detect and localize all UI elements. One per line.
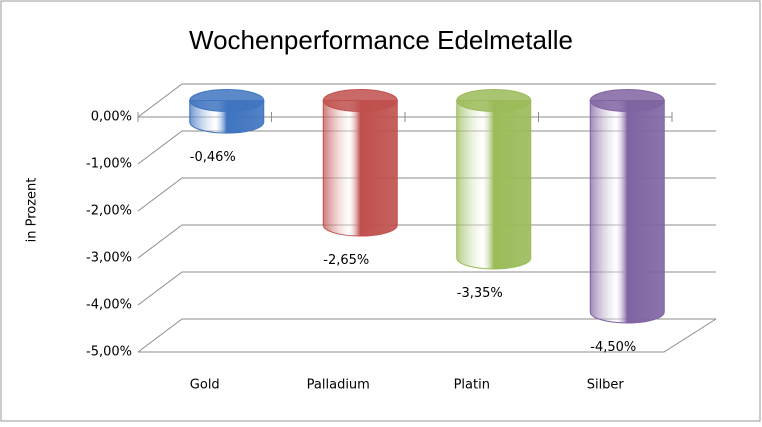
- value-label: -4,50%: [590, 340, 636, 355]
- bar: [456, 100, 532, 270]
- bar: [322, 100, 398, 237]
- bar-top: [322, 89, 398, 112]
- grid-line: [137, 224, 716, 259]
- y-tick-label: 0,00%: [91, 110, 132, 125]
- x-tick-label: Gold: [190, 378, 220, 393]
- y-tick-label: -4,00%: [86, 298, 132, 313]
- value-label: -2,65%: [323, 253, 369, 268]
- grid-line: [137, 271, 716, 306]
- grid-line: [137, 130, 716, 165]
- x-tick-label: Silber: [587, 378, 625, 393]
- grid-line: [137, 177, 716, 212]
- bar-top: [589, 89, 665, 112]
- floor: [138, 318, 717, 353]
- x-tick-label: Palladium: [307, 378, 370, 393]
- grid-line: [137, 83, 716, 118]
- value-label: -3,35%: [457, 286, 503, 301]
- grid-line: [137, 318, 716, 353]
- y-tick-label: -1,00%: [86, 157, 132, 172]
- y-tick-label: -2,00%: [86, 204, 132, 219]
- bar-top: [189, 89, 265, 112]
- value-label: -0,46%: [190, 150, 236, 165]
- y-tick-label: -5,00%: [86, 345, 132, 360]
- y-tick-label: -3,00%: [86, 251, 132, 266]
- chart-title: Wochenperformance Edelmetalle: [189, 25, 573, 55]
- bar: [589, 100, 665, 324]
- bar-top: [456, 89, 532, 112]
- y-axis-title: in Prozent: [25, 178, 40, 243]
- x-tick-label: Platin: [454, 378, 490, 393]
